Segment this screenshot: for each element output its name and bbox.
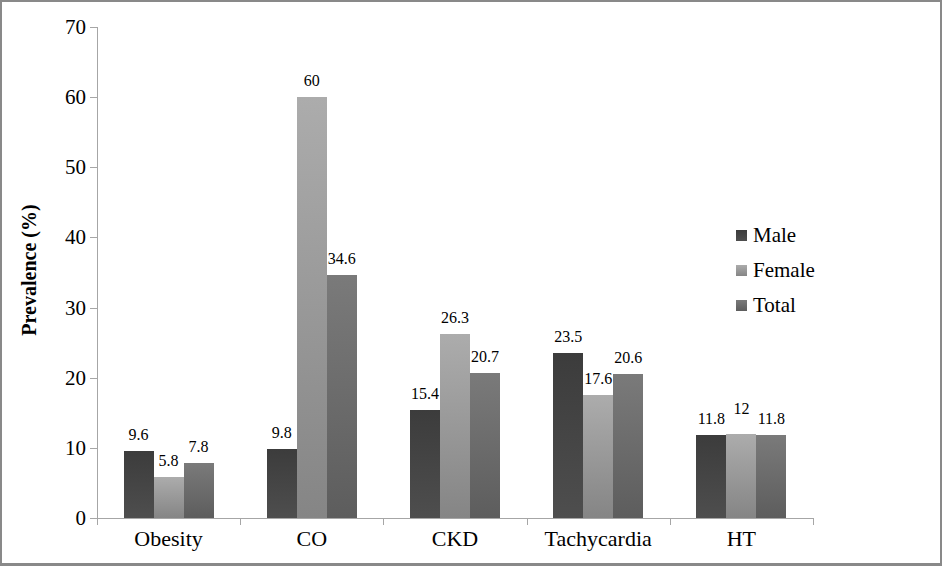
value-label: 7.8 bbox=[167, 438, 231, 456]
category-label: Tachycardia bbox=[526, 526, 670, 552]
bar-male-ckd bbox=[410, 410, 440, 518]
legend-swatch-icon bbox=[736, 300, 747, 311]
bar-total-co bbox=[327, 275, 357, 518]
y-tick-mark bbox=[90, 97, 97, 98]
y-tick-mark bbox=[90, 378, 97, 379]
bar-chart-figure: Prevalence (%) 010203040506070ObesityCOC… bbox=[0, 0, 942, 566]
category-label: HT bbox=[669, 526, 813, 552]
bar-female-ht bbox=[726, 434, 756, 518]
category-label: CKD bbox=[383, 526, 527, 552]
y-tick-mark bbox=[90, 308, 97, 309]
bar-male-ht bbox=[696, 435, 726, 518]
category-label: CO bbox=[240, 526, 384, 552]
value-label: 26.3 bbox=[423, 309, 487, 327]
y-tick-label: 60 bbox=[38, 87, 86, 108]
value-label: 23.5 bbox=[536, 328, 600, 346]
y-tick-mark bbox=[90, 27, 97, 28]
bar-female-co bbox=[297, 97, 327, 518]
x-axis-line bbox=[97, 518, 814, 519]
y-tick-label: 70 bbox=[38, 17, 86, 38]
value-label: 20.6 bbox=[596, 349, 660, 367]
legend-label: Total bbox=[753, 293, 796, 317]
bar-total-obesity bbox=[184, 463, 214, 518]
bar-total-ht bbox=[756, 435, 786, 518]
category-label: Obesity bbox=[97, 526, 241, 552]
bar-male-co bbox=[267, 449, 297, 518]
x-tick-mark bbox=[527, 519, 528, 525]
y-tick-label: 50 bbox=[38, 157, 86, 178]
y-tick-mark bbox=[90, 518, 97, 519]
y-tick-mark bbox=[90, 448, 97, 449]
y-axis-line bbox=[97, 27, 98, 519]
bar-total-ckd bbox=[470, 373, 500, 518]
x-tick-mark bbox=[813, 519, 814, 525]
x-tick-mark bbox=[670, 519, 671, 525]
y-tick-label: 30 bbox=[38, 298, 86, 319]
value-label: 20.7 bbox=[453, 348, 517, 366]
y-tick-mark bbox=[90, 167, 97, 168]
legend-item-total: Total bbox=[736, 293, 815, 317]
y-tick-label: 0 bbox=[38, 508, 86, 529]
legend-item-male: Male bbox=[736, 223, 815, 247]
legend-swatch-icon bbox=[736, 230, 747, 241]
x-tick-mark bbox=[240, 519, 241, 525]
y-tick-label: 10 bbox=[38, 438, 86, 459]
legend-label: Male bbox=[753, 223, 796, 247]
y-tick-label: 40 bbox=[38, 227, 86, 248]
bar-female-obesity bbox=[154, 477, 184, 518]
x-tick-mark bbox=[97, 519, 98, 525]
y-tick-label: 20 bbox=[38, 368, 86, 389]
value-label: 60 bbox=[280, 72, 344, 90]
legend-swatch-icon bbox=[736, 265, 747, 276]
value-label: 34.6 bbox=[310, 250, 374, 268]
bar-total-tachycardia bbox=[613, 374, 643, 518]
value-label: 9.6 bbox=[107, 426, 171, 444]
legend-item-female: Female bbox=[736, 258, 815, 282]
legend: Male Female Total bbox=[736, 223, 815, 328]
legend-label: Female bbox=[753, 258, 815, 282]
bar-female-tachycardia bbox=[583, 395, 613, 518]
x-tick-mark bbox=[383, 519, 384, 525]
value-label: 11.8 bbox=[739, 410, 803, 428]
y-tick-mark bbox=[90, 237, 97, 238]
